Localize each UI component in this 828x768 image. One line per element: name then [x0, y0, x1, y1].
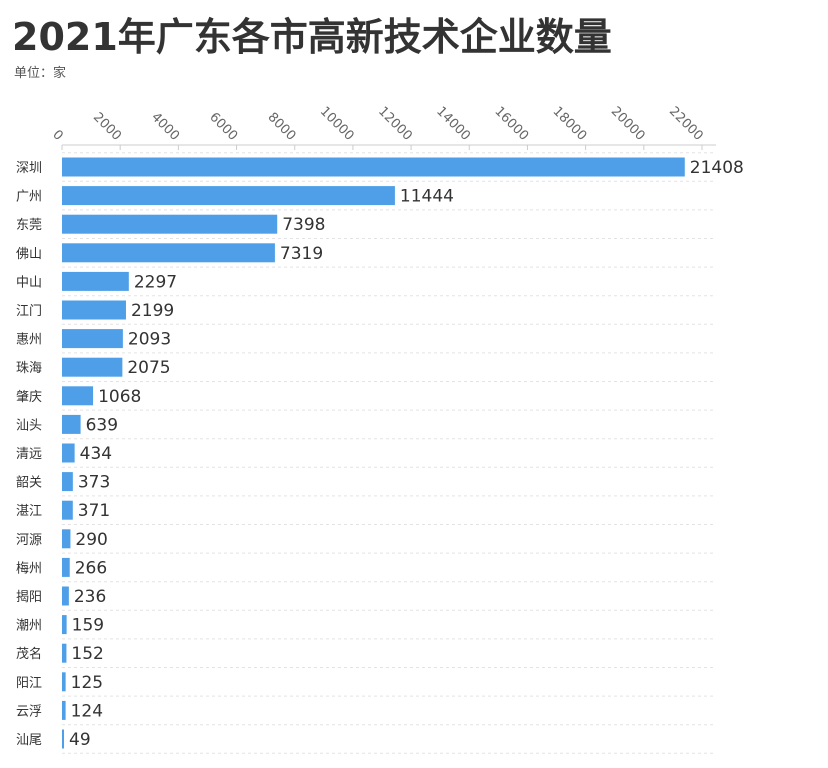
data-label: 7398: [282, 215, 325, 235]
x-tick-label: 14000: [433, 104, 473, 144]
data-label: 125: [71, 673, 103, 693]
bar: [62, 615, 67, 635]
bar: [62, 357, 123, 377]
data-label: 11444: [400, 187, 454, 207]
x-tick-label: 10000: [317, 104, 357, 144]
data-label: 7319: [280, 244, 323, 264]
data-label: 236: [74, 587, 106, 607]
x-tick-label: 22000: [666, 104, 706, 144]
category-label: 江门: [16, 304, 42, 319]
bar: [62, 586, 69, 606]
gridlines: [62, 152, 716, 754]
category-label: 东莞: [16, 218, 42, 233]
chart-title: 2021年广东各市高新技术企业数量: [12, 15, 612, 59]
chart-subtitle: 单位：家: [14, 66, 67, 81]
category-label: 中山: [16, 275, 42, 290]
x-tick-label: 20000: [608, 104, 648, 144]
data-label: 2297: [134, 272, 177, 292]
x-tick-label: 8000: [264, 110, 298, 144]
category-label: 佛山: [16, 247, 42, 262]
x-tick-label: 4000: [148, 110, 182, 144]
category-label: 深圳: [16, 161, 42, 176]
data-label: 2075: [127, 358, 170, 378]
bars: [62, 157, 685, 749]
x-tick-label: 18000: [550, 104, 590, 144]
category-label: 惠州: [16, 333, 42, 348]
data-label: 159: [72, 616, 104, 636]
x-tick-label: 16000: [491, 104, 531, 144]
bar: [62, 243, 275, 263]
category-label: 广州: [16, 190, 42, 205]
category-label: 湛江: [16, 504, 42, 519]
bar: [62, 672, 66, 692]
bar: [62, 157, 685, 177]
bar: [62, 529, 71, 549]
bar: [62, 700, 66, 720]
data-label: 49: [69, 730, 91, 750]
x-tick-label: 0: [49, 127, 65, 143]
data-label: 371: [78, 501, 110, 521]
category-label: 汕头: [16, 418, 42, 433]
category-label: 韶关: [16, 475, 42, 491]
bar: [62, 643, 67, 663]
category-label: 肇庆: [16, 390, 42, 405]
category-label: 潮州: [16, 619, 42, 634]
bar: [62, 414, 81, 434]
data-label: 152: [71, 644, 103, 664]
bar: [62, 500, 73, 520]
labels: 深圳 21408 广州 11444 东莞 7398 佛山 7319 中山 2297 江门 2199 惠州…: [16, 158, 744, 750]
bar: [62, 214, 278, 234]
category-label: 汕尾: [16, 733, 42, 748]
x-tick-label: 2000: [90, 110, 124, 144]
category-label: 清远: [16, 447, 42, 462]
bar: [62, 329, 123, 349]
bar: [62, 443, 75, 463]
bar: [62, 271, 129, 291]
x-tick-label: 12000: [375, 104, 415, 144]
category-label: 河源: [16, 533, 42, 548]
category-label: 茂名: [16, 646, 42, 662]
data-label: 266: [75, 558, 107, 578]
category-label: 阳江: [16, 676, 42, 691]
category-label: 云浮: [16, 704, 42, 719]
data-label: 124: [71, 701, 103, 721]
category-label: 揭阳: [16, 590, 42, 605]
category-label: 珠海: [16, 361, 42, 376]
bar: [62, 186, 395, 206]
data-label: 1068: [98, 387, 141, 407]
x-tick-label: 6000: [206, 110, 240, 144]
data-label: 290: [75, 530, 107, 550]
bar: [62, 472, 73, 492]
data-label: 639: [86, 415, 118, 435]
data-label: 2093: [128, 330, 171, 350]
data-label: 2199: [131, 301, 174, 321]
data-label: 434: [80, 444, 112, 464]
bar: [62, 729, 64, 749]
category-label: 梅州: [16, 561, 42, 576]
bar: [62, 386, 94, 406]
x-axis: 0 2000 4000 6000 8000 10000 12000 14000 16000 180…: [49, 104, 716, 150]
data-label: 373: [78, 473, 110, 493]
bar: [62, 557, 70, 577]
data-label: 21408: [690, 158, 744, 178]
bar: [62, 300, 126, 320]
